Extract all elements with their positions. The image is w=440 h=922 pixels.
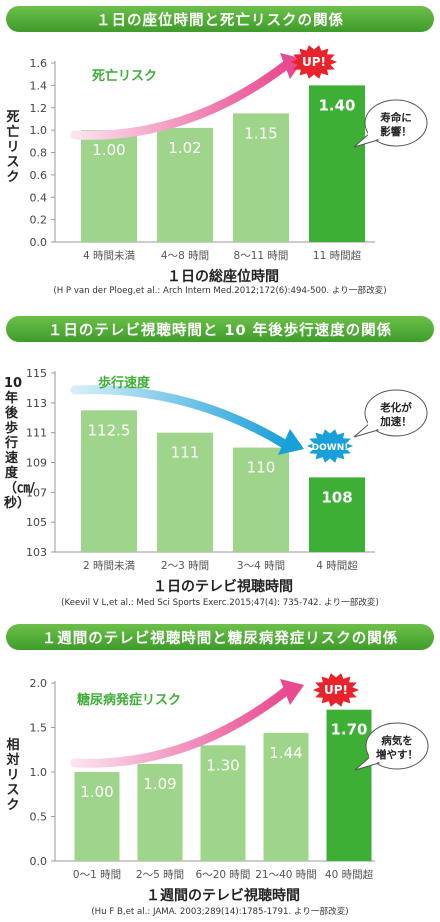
chart-title: １週間のテレビ視聴時間と糖尿病発症リスクの関係 [6,624,434,650]
speech-bubble-text: 寿命に影響！ [380,111,412,138]
trend-label: 糖尿病発症リスク [77,692,181,708]
x-tick-label: 4〜8 時間 [161,250,209,262]
bar-chart-sitting: 0.0 0.2 0.4 0.6 0.8 1.0 1.2 1.4 1.6 1.00 4 時間未満 1.0… [30,45,428,285]
y-tick-label: 0.6 [30,169,48,182]
trend-arrow [70,686,291,768]
y-tick-label: 0.0 [30,236,48,249]
y-tick-label: 109 [26,457,47,470]
y-tick-label: 0.2 [30,214,48,227]
y-axis-label: 相対リスク [6,738,20,813]
bar [137,763,183,861]
y-tick-label: 1.0 [30,124,48,137]
y-tick-label: 0.5 [30,811,48,824]
x-tick-label: 4 時間超 [316,559,358,572]
y-tick-label: 103 [26,546,47,559]
bar [309,477,365,552]
y-tick-label: 105 [26,516,47,529]
speech-bubble-text: 老化が加速！ [379,401,412,428]
x-tick-label: 2 時間未満 [83,560,136,572]
bar [157,127,213,242]
y-tick-label: 107 [26,486,47,499]
bar [200,745,246,861]
x-tick-label: 3〜4 時間 [237,560,285,572]
bar-chart-walking: 103 105 107 109 111 113 115 112.5 2 時間未満 111 2〜3 時… [26,367,428,595]
bar-value-label: 1.70 [330,721,367,739]
bar [233,447,289,552]
citation: (Hu F B,et al.: JAMA. 2003;289(14):1785-… [91,907,349,917]
badge-label: UP! [302,55,326,69]
bar-value-label: 1.02 [168,139,201,157]
bar [81,410,137,552]
y-tick-label: 115 [26,367,47,380]
trend-arrow [70,385,291,450]
y-axis-label: 死亡リスク [6,110,20,185]
bar-chart-diabetes: 0.0 0.5 1.0 1.5 2.0 1.00 0〜1 時間 1.09 2〜5 時間 1.30 6… [30,673,429,904]
bar-value-label: 1.00 [80,783,113,801]
y-tick-label: 1.2 [30,102,48,115]
bar-value-label: 111 [171,444,200,462]
x-tick-label: 11 時間超 [313,249,362,262]
bar [81,130,137,242]
bar-value-label: 110 [247,459,276,477]
x-tick-label: 6〜20 時間 [196,869,251,881]
bar-value-label: 108 [321,488,352,506]
y-tick-label: 1.0 [30,766,48,779]
y-tick-label: 1.5 [30,722,48,735]
y-tick-label: 113 [26,397,47,410]
y-tick-label: 111 [26,427,47,440]
bar [326,709,372,861]
x-tick-label: 0〜1 時間 [73,869,121,881]
bar-value-label: 112.5 [88,421,131,439]
x-axis-label: １日のテレビ視聴時間 [153,578,293,595]
x-tick-label: 4 時間未満 [83,250,136,262]
trend-arrow-head [280,679,304,705]
badge-label: DOWN! [312,443,349,453]
bar-value-label: 1.30 [206,756,239,774]
bar [263,732,309,861]
trend-label: 歩行速度 [98,375,151,391]
y-tick-label: 1.4 [30,79,48,92]
x-axis-label: １日の総座位時間 [167,268,279,285]
chart-panel-sitting: １日の座位時間と死亡リスクの関係 死亡リスク 0.0 0.2 0.4 0.6 0.8 1.… [0,0,440,305]
bar [309,85,365,242]
bar-value-label: 1.09 [143,775,176,793]
bar-value-label: 1.00 [92,141,125,159]
speech-bubble-tail-mask [368,131,382,139]
x-tick-label: 8〜11 時間 [234,250,289,262]
chart-panel-walking: １日のテレビ視聴時間と 10 年後歩行速度の関係 10年後歩行速度（㎝/秒） 1… [0,310,440,610]
citation: (H P van der Ploeg,et al.: Arch Intern M… [53,286,387,296]
y-tick-label: 0.0 [30,855,48,868]
citation: (Keevil V L,et al.: Med Sci Sports Exerc… [61,598,379,608]
speech-bubble-tail-mask [368,421,382,429]
chart-panel-diabetes: １週間のテレビ視聴時間と糖尿病発症リスクの関係 相対リスク 0.0 0.5 1.0 1… [0,618,440,922]
y-tick-label: 0.4 [30,191,48,204]
speech-bubble-text: 病気を増やす！ [376,734,418,761]
bar-value-label: 1.44 [269,744,302,762]
x-axis-label: １週間のテレビ視聴時間 [146,887,300,904]
badge-burst [312,673,360,707]
trend-label: 死亡リスク [92,68,157,84]
x-tick-label: 21〜40 時間 [255,869,317,881]
bar [74,772,120,861]
bar-value-label: 1.15 [244,124,277,142]
badge-burst [290,45,338,79]
trend-arrow-head [278,429,304,455]
chart-title: １日の座位時間と死亡リスクの関係 [6,6,434,32]
bar [157,432,213,552]
badge-burst [306,429,354,463]
x-tick-label: 2〜3 時間 [161,560,209,572]
trend-arrow [70,60,291,140]
chart-title: １日のテレビ視聴時間と 10 年後歩行速度の関係 [6,316,434,342]
x-tick-label: 40 時間超 [325,868,374,881]
y-tick-label: 1.6 [30,57,48,70]
badge-label: UP! [324,683,348,697]
bar [233,113,289,242]
y-tick-label: 2.0 [30,677,48,690]
y-tick-label: 0.8 [30,147,48,160]
speech-bubble-tail-mask [369,754,383,762]
x-tick-label: 2〜5 時間 [136,869,184,881]
bar-value-label: 1.40 [318,96,355,114]
